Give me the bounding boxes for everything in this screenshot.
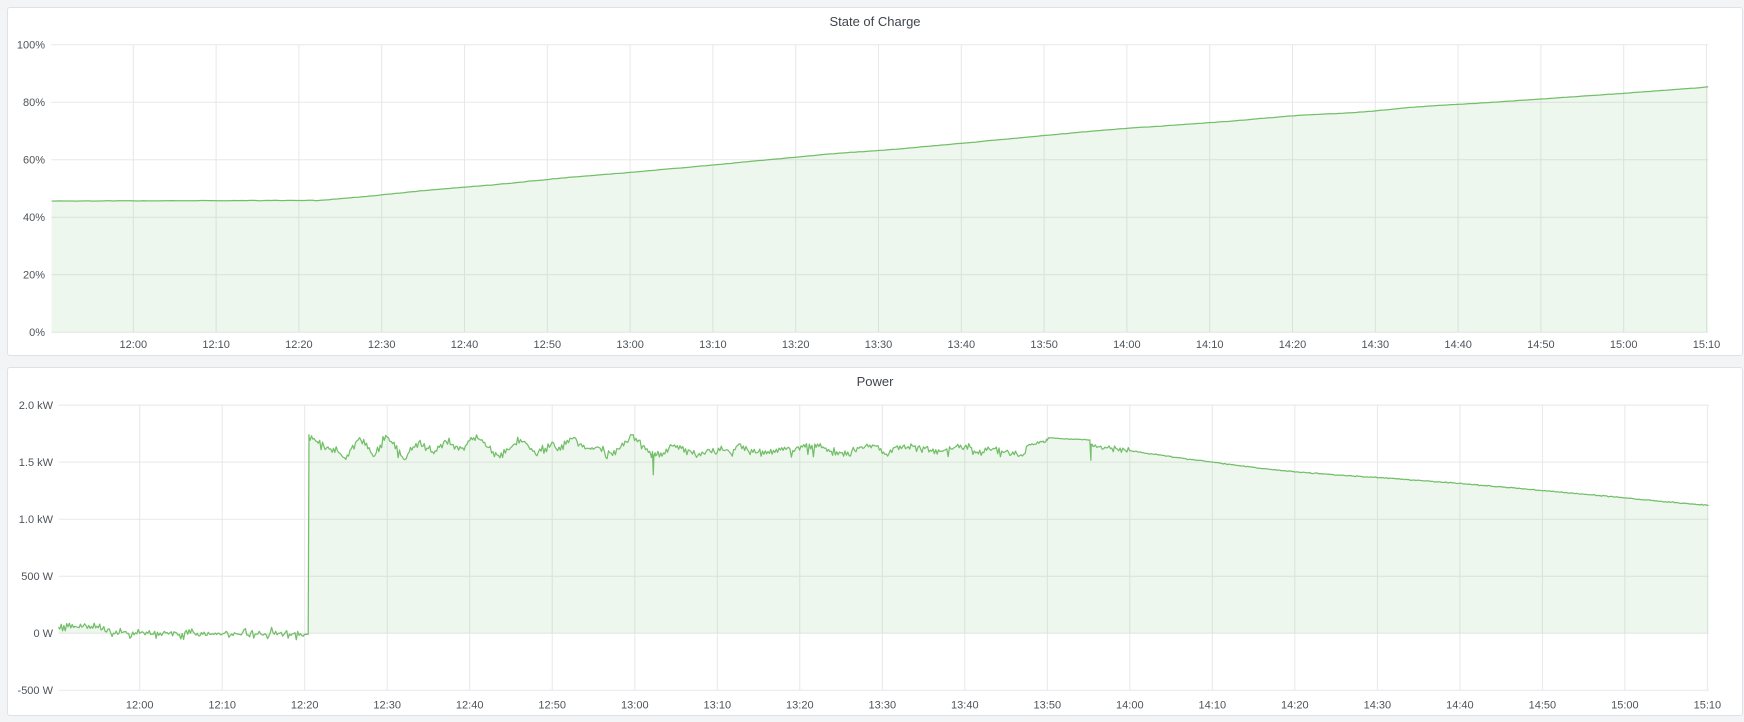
svg-text:14:10: 14:10 (1199, 700, 1227, 712)
svg-text:1.5 kW: 1.5 kW (19, 457, 54, 469)
svg-text:13:40: 13:40 (951, 700, 979, 712)
svg-text:13:40: 13:40 (948, 339, 976, 351)
svg-text:60%: 60% (23, 155, 45, 167)
svg-text:13:50: 13:50 (1030, 339, 1058, 351)
svg-text:40%: 40% (23, 212, 45, 224)
svg-text:12:00: 12:00 (126, 700, 154, 712)
svg-text:15:10: 15:10 (1694, 700, 1722, 712)
svg-text:100%: 100% (17, 40, 45, 52)
svg-text:13:10: 13:10 (704, 700, 732, 712)
svg-text:15:10: 15:10 (1693, 339, 1721, 351)
svg-text:0%: 0% (29, 327, 45, 339)
svg-text:14:00: 14:00 (1113, 339, 1141, 351)
svg-text:12:10: 12:10 (208, 700, 236, 712)
svg-text:12:20: 12:20 (285, 339, 313, 351)
svg-text:12:40: 12:40 (456, 700, 484, 712)
svg-text:13:30: 13:30 (869, 700, 897, 712)
svg-text:500 W: 500 W (21, 571, 53, 583)
svg-text:12:30: 12:30 (373, 700, 401, 712)
svg-text:14:20: 14:20 (1281, 700, 1309, 712)
svg-text:14:50: 14:50 (1529, 700, 1557, 712)
svg-text:14:40: 14:40 (1446, 700, 1474, 712)
svg-text:-500 W: -500 W (18, 685, 54, 697)
svg-text:14:50: 14:50 (1527, 339, 1555, 351)
svg-text:12:40: 12:40 (451, 339, 479, 351)
svg-text:14:30: 14:30 (1364, 700, 1392, 712)
svg-text:12:10: 12:10 (202, 339, 230, 351)
svg-text:15:00: 15:00 (1610, 339, 1638, 351)
svg-text:13:00: 13:00 (621, 700, 649, 712)
svg-text:12:20: 12:20 (291, 700, 319, 712)
svg-text:14:10: 14:10 (1196, 339, 1224, 351)
svg-text:1.0 kW: 1.0 kW (19, 514, 54, 526)
svg-text:14:20: 14:20 (1279, 339, 1307, 351)
svg-text:12:30: 12:30 (368, 339, 396, 351)
svg-text:12:50: 12:50 (538, 700, 566, 712)
svg-text:15:00: 15:00 (1611, 700, 1639, 712)
svg-text:0 W: 0 W (33, 628, 53, 640)
svg-text:13:20: 13:20 (786, 700, 814, 712)
svg-text:80%: 80% (23, 97, 45, 109)
svg-text:14:40: 14:40 (1444, 339, 1472, 351)
svg-text:13:50: 13:50 (1034, 700, 1062, 712)
svg-text:13:10: 13:10 (699, 339, 727, 351)
svg-text:2.0 kW: 2.0 kW (19, 400, 54, 412)
svg-text:13:30: 13:30 (865, 339, 893, 351)
svg-text:State of Charge: State of Charge (829, 14, 920, 29)
svg-text:13:20: 13:20 (782, 339, 810, 351)
svg-text:14:30: 14:30 (1362, 339, 1390, 351)
svg-text:12:50: 12:50 (534, 339, 562, 351)
svg-text:14:00: 14:00 (1116, 700, 1144, 712)
svg-text:Power: Power (857, 374, 895, 389)
svg-text:20%: 20% (23, 270, 45, 282)
svg-text:12:00: 12:00 (120, 339, 148, 351)
svg-text:13:00: 13:00 (616, 339, 644, 351)
